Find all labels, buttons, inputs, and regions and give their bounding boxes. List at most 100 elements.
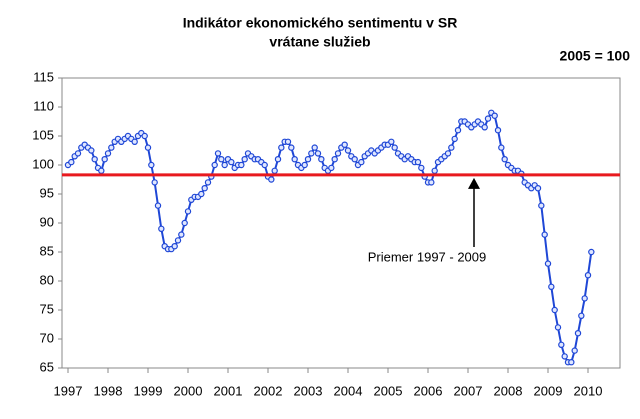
data-point	[218, 155, 225, 163]
data-point	[284, 138, 292, 145]
data-point	[428, 179, 435, 186]
data-point	[141, 132, 148, 140]
data-point	[431, 167, 438, 174]
data-point	[108, 144, 115, 151]
data-point	[158, 225, 165, 232]
data-point	[221, 161, 228, 169]
data-point	[238, 161, 245, 169]
data-point	[174, 237, 182, 244]
data-point	[198, 190, 205, 198]
data-point	[334, 150, 342, 157]
data-point	[494, 126, 502, 134]
y-tick-label: 80	[40, 272, 54, 287]
data-point	[491, 112, 498, 119]
annotation: Priemer 1997 - 2009	[368, 249, 487, 264]
data-point	[291, 155, 298, 163]
x-tick-label: 2007	[454, 383, 483, 398]
annotation-box	[344, 247, 510, 269]
y-tick-label: 85	[40, 243, 54, 258]
data-point	[538, 202, 545, 209]
data-point	[261, 161, 268, 169]
data-point	[391, 144, 398, 151]
data-point	[304, 155, 312, 163]
x-tick-label: 2008	[494, 383, 523, 398]
y-tick-label: 115	[33, 69, 54, 84]
data-point	[481, 124, 488, 131]
y-tick-label: 65	[40, 359, 54, 374]
x-tick-label: 2006	[414, 383, 443, 398]
data-point	[571, 347, 578, 354]
data-point	[574, 330, 582, 337]
y-tick-label: 70	[40, 330, 54, 345]
data-point	[101, 155, 108, 163]
data-point	[104, 150, 112, 157]
y-tick-label: 90	[40, 214, 54, 229]
data-point	[578, 312, 585, 319]
data-point	[558, 341, 565, 348]
data-point	[88, 147, 95, 154]
data-point	[201, 184, 208, 192]
data-point	[204, 179, 212, 186]
data-point	[271, 167, 278, 174]
annotation-arrowhead	[468, 177, 480, 189]
data-point	[444, 150, 452, 157]
data-point	[588, 248, 595, 256]
plot-frame	[61, 77, 621, 369]
data-point	[344, 147, 352, 154]
data-point	[501, 155, 508, 163]
data-point	[544, 260, 552, 267]
x-tick-label: 1997	[54, 383, 83, 398]
data-point	[534, 184, 542, 192]
data-point	[554, 324, 562, 331]
data-point	[484, 115, 492, 122]
data-point	[561, 353, 568, 360]
data-point	[331, 155, 338, 163]
data-point	[454, 126, 462, 134]
data-point	[144, 144, 152, 151]
x-tick-label: 2010	[574, 383, 603, 398]
data-point	[91, 155, 98, 163]
y-tick-label: 100	[32, 156, 54, 171]
data-point	[328, 164, 335, 172]
x-tick-label: 2001	[214, 383, 243, 398]
x-tick-label: 2002	[254, 383, 283, 398]
data-point	[154, 202, 162, 209]
data-point	[548, 283, 555, 290]
chart-title: vrátane služieb	[269, 34, 370, 50]
y-tick-label: 110	[33, 98, 54, 113]
x-tick-label: 2000	[174, 383, 203, 398]
data-point	[184, 208, 192, 215]
data-point	[181, 219, 188, 227]
data-point	[451, 135, 458, 143]
x-tick-label: 2005	[374, 383, 403, 398]
data-point	[148, 161, 155, 169]
data-point	[584, 272, 592, 279]
data-point	[68, 158, 75, 166]
data-point	[274, 155, 282, 163]
data-point	[448, 144, 455, 151]
data-point	[278, 144, 285, 151]
data-point	[541, 231, 548, 238]
x-tick-label: 2003	[294, 383, 323, 398]
data-point	[414, 158, 422, 166]
data-point	[211, 161, 218, 169]
data-point	[308, 150, 315, 157]
data-point	[301, 161, 308, 169]
data-point	[341, 141, 348, 148]
x-tick-label: 2004	[334, 383, 363, 398]
data-point	[551, 306, 558, 314]
data-point	[178, 231, 185, 238]
data-point	[351, 155, 358, 163]
data-point	[151, 179, 158, 186]
x-tick-label: 1999	[134, 383, 163, 398]
chart-title: Indikátor ekonomického sentimentu v SR	[183, 15, 458, 31]
data-point	[171, 242, 178, 250]
data-point	[418, 164, 425, 172]
data-point	[228, 158, 235, 166]
base-note: 2005 = 100	[560, 48, 631, 64]
y-tick-label: 75	[40, 301, 54, 316]
y-tick-label: 95	[40, 185, 54, 200]
y-tick-label: 105	[32, 127, 54, 142]
data-point	[268, 176, 275, 183]
